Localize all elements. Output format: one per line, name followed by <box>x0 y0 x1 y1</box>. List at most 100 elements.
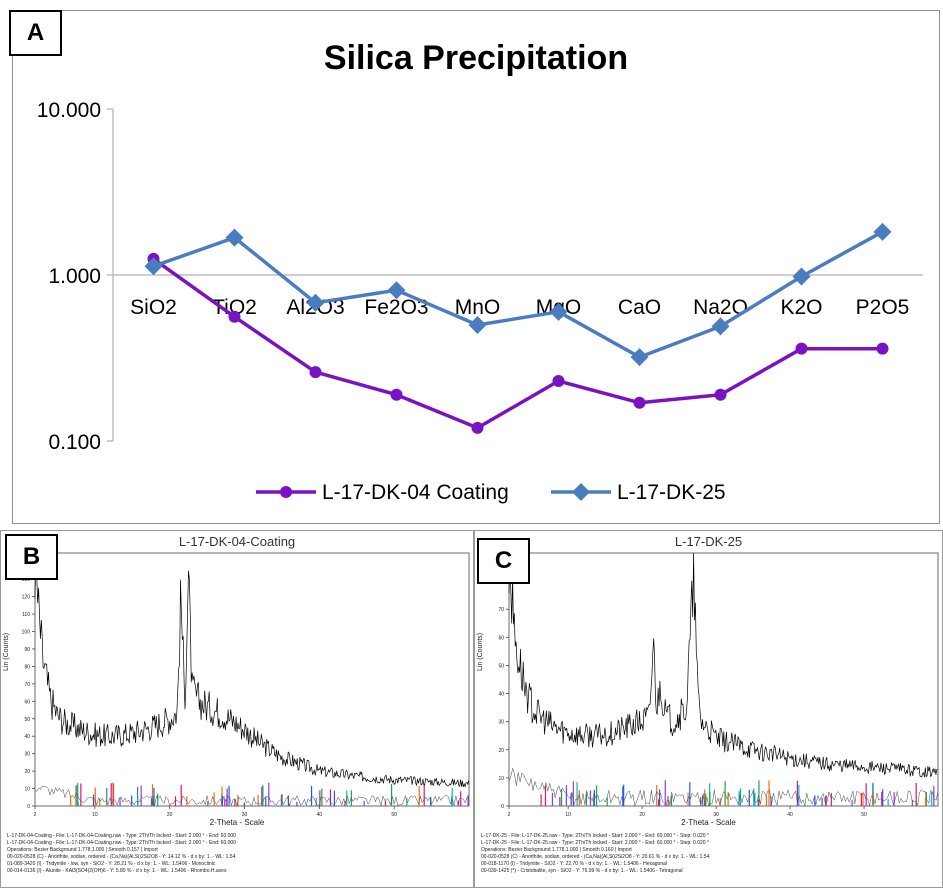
x-tick-label: 50 <box>861 812 867 818</box>
chart-c: 010203040506070809021020304050 <box>498 551 939 818</box>
y-tick-label: 40 <box>24 734 30 740</box>
x-tick-label: 20 <box>167 812 173 818</box>
data-point <box>795 342 808 355</box>
legend-row: Operations: Bezier Background 1.778,1.00… <box>481 847 632 853</box>
x-tick-label: 2 <box>508 812 511 818</box>
legend-row: L-17-DK-04-Coating - File: L-17-DK-04-Co… <box>7 833 236 839</box>
x-tick-label: MnO <box>455 296 501 319</box>
y-tick-label: 10 <box>498 776 504 782</box>
legend-row: L-17-DK-25 - File: L-17-DK-25.raw - Type… <box>481 833 709 839</box>
panel-b-xlabel: 2-Theta - Scale <box>209 818 265 827</box>
y-tick-label: 50 <box>498 663 504 669</box>
y-tick-label: 20 <box>498 748 504 754</box>
y-tick-label: 30 <box>24 752 30 758</box>
legend-row: 00-018-1170 (I) - Tridymite - SiO2 - Y: … <box>481 861 668 867</box>
legend-row: 00-020-0528 (C) - Anorthite, sodian, ord… <box>481 854 710 860</box>
panel-b-title: L-17-DK-04-Coating <box>178 534 296 549</box>
x-tick-label: 2 <box>34 812 37 818</box>
y-tick-label: 40 <box>498 692 504 698</box>
legend-row: L-17-DK-25 - File: L-17-DK-25.raw - Type… <box>481 840 709 846</box>
y-tick-label: 110 <box>22 612 30 618</box>
data-point <box>630 348 649 367</box>
x-tick-label: SiO2 <box>130 296 177 319</box>
legend-marker <box>572 483 590 501</box>
panel-b-ylabel: Lin (Counts) <box>3 632 10 671</box>
chart-title: Silica Precipitation <box>324 39 628 77</box>
y-tick-label: 0 <box>27 804 30 810</box>
data-point <box>144 257 163 276</box>
y-tick-label: 60 <box>24 699 30 705</box>
data-point <box>633 396 646 409</box>
y-tick-label: 70 <box>498 607 504 613</box>
y-tick-label: 50 <box>24 717 30 723</box>
data-point <box>471 421 484 434</box>
xrd-pattern-line <box>34 552 470 788</box>
y-tick-label: 1.000 <box>48 265 101 288</box>
legend-label: L-17-DK-04 Coating <box>322 481 509 504</box>
legend-row: Operations: Bezier Background 1.778,1.00… <box>7 847 158 853</box>
x-tick-label: K2O <box>780 296 822 319</box>
y-tick-label: 10 <box>24 787 30 793</box>
data-point <box>309 366 322 379</box>
x-tick-label: 30 <box>713 812 719 818</box>
xrd-subtracted-line <box>508 767 939 807</box>
legend-label: L-17-DK-25 <box>617 481 726 504</box>
panel-c: L-17-DK-25 01020304050607080902102030405… <box>474 530 943 888</box>
y-tick-label: 10.000 <box>37 99 101 122</box>
x-tick-label: 40 <box>787 812 793 818</box>
panel-a-tag: A <box>9 10 62 56</box>
panel-b-tag: B <box>5 534 58 580</box>
x-tick-label: P2O5 <box>856 296 910 319</box>
data-point <box>387 281 406 300</box>
xrd-subtracted-line <box>34 785 470 807</box>
data-point <box>552 374 565 387</box>
plot-frame <box>34 552 470 807</box>
plot-frame <box>508 552 939 807</box>
data-point <box>714 388 727 401</box>
x-tick-label: 10 <box>92 812 98 818</box>
series-line-2 <box>152 230 884 359</box>
chart-a: Silica Precipitation 0.100 1.000 10.000 SiO2… <box>37 39 923 504</box>
xrd-pattern-line <box>508 552 938 778</box>
y-tick-label: 90 <box>24 647 30 653</box>
y-tick-label: 120 <box>22 595 31 601</box>
x-tick-label: 10 <box>565 812 571 818</box>
series-line-1 <box>152 257 883 430</box>
y-tick-label: 80 <box>24 664 30 670</box>
y-tick-label: 0.100 <box>48 431 101 454</box>
panel-c-tag: C <box>477 538 530 584</box>
x-tick-label: 30 <box>242 812 248 818</box>
data-point <box>876 342 889 355</box>
y-tick-label: 130 <box>22 577 31 583</box>
y-tick-label: 70 <box>24 682 30 688</box>
y-tick-label: 100 <box>22 630 31 636</box>
data-point <box>468 315 487 334</box>
legend-marker <box>280 486 292 498</box>
x-tick-label: Na2O <box>693 296 748 319</box>
panel-c-legend: L-17-DK-25 - File: L-17-DK-25.raw - Type… <box>475 833 942 875</box>
chart-b: 0102030405060708090100110120130140210203… <box>22 552 470 818</box>
panel-c-ylabel: Lin (Counts) <box>477 632 484 671</box>
y-tick-label: 20 <box>24 769 30 775</box>
panel-b: L-17-DK-04-Coating 0 10 20 30 40 50 60 70 80 90 10… <box>0 530 474 888</box>
y-tick-label: 30 <box>498 720 504 726</box>
legend-row: 00-020-0528 (C) - Anorthite, sodian, ord… <box>7 854 236 860</box>
legend-row: 00-039-1425 (*) - Cristobalite, syn - Si… <box>481 868 683 874</box>
data-point <box>390 388 403 401</box>
y-tick-label: 60 <box>498 635 504 641</box>
legend-row: 00-014-0136 (I) - Alunite - KAl3(SO4)2(O… <box>7 868 227 874</box>
x-tick-label: Fe2O3 <box>364 296 428 319</box>
data-point <box>228 310 241 323</box>
x-tick-label: CaO <box>618 296 661 319</box>
panel-a: Silica Precipitation 0.100 1.000 10.000 SiO2… <box>12 10 940 524</box>
data-point <box>792 267 811 286</box>
data-point <box>711 317 730 336</box>
y-tick-label: 0 <box>501 804 504 810</box>
x-tick-label: 20 <box>639 812 645 818</box>
panel-c-xlabel: 2-Theta - Scale <box>681 818 736 827</box>
x-tick-label: TiO2 <box>212 296 257 319</box>
panel-b-legend: L-17-DK-04-Coating - File: L-17-DK-04-Co… <box>1 833 473 875</box>
panel-c-title: L-17-DK-25 <box>674 534 743 549</box>
x-tick-label: 40 <box>317 812 323 818</box>
data-point <box>873 222 892 241</box>
